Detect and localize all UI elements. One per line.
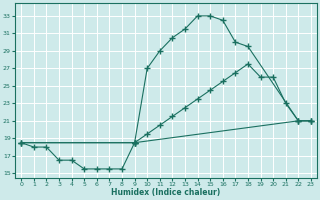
X-axis label: Humidex (Indice chaleur): Humidex (Indice chaleur): [111, 188, 221, 197]
